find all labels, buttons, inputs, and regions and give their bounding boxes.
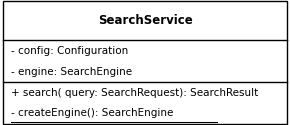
Text: - engine: SearchEngine: - engine: SearchEngine (11, 67, 133, 77)
Text: - createEngine(): SearchEngine: - createEngine(): SearchEngine (11, 108, 174, 118)
Text: + search( query: SearchRequest): SearchResult: + search( query: SearchRequest): SearchR… (11, 88, 259, 98)
Text: SearchService: SearchService (98, 14, 192, 27)
FancyBboxPatch shape (3, 1, 287, 124)
Text: - config: Configuration: - config: Configuration (11, 46, 129, 56)
